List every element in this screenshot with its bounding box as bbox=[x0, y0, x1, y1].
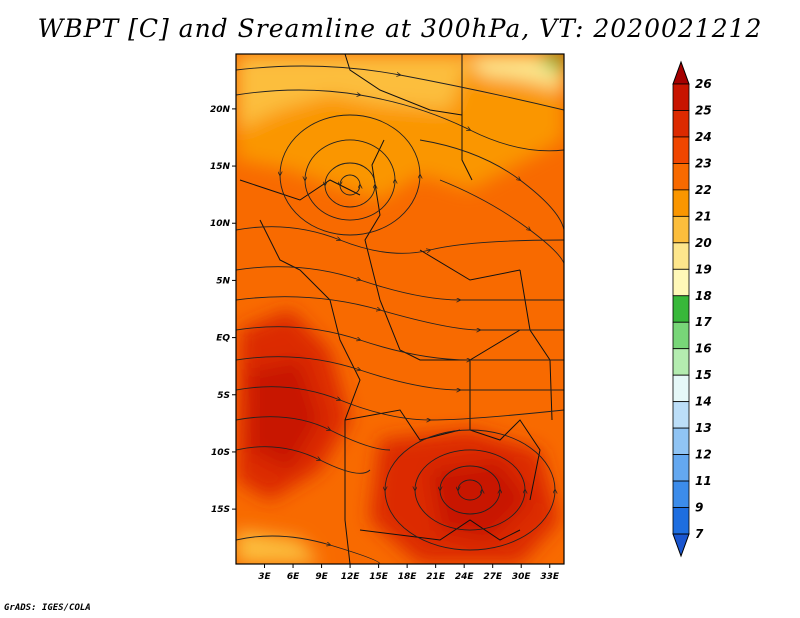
colorbar-bin bbox=[672, 295, 690, 323]
y-tick-label: 5S bbox=[217, 391, 230, 401]
map-frame bbox=[235, 53, 565, 565]
y-tick-label: 15S bbox=[211, 505, 230, 515]
colorbar-label: 12 bbox=[695, 448, 712, 462]
colorbar-label: 22 bbox=[695, 183, 712, 197]
wbpt-shading bbox=[236, 54, 564, 564]
colorbar: 26 25 24 23 22 21 20 19 18 17 16 15 14 13 12 11 9 7 bbox=[672, 60, 712, 558]
x-tick-label: 33E bbox=[540, 572, 560, 582]
colorbar-bin bbox=[672, 215, 690, 244]
colorbar-bin bbox=[672, 242, 690, 270]
colorbar-bin bbox=[672, 110, 690, 138]
y-tick-label: 15N bbox=[210, 162, 231, 172]
colorbar-label: 7 bbox=[695, 527, 704, 541]
x-axis: 3E 6E 9E 12E 15E 18E 21E 24E 27E 30E 33E bbox=[258, 564, 560, 582]
colorbar-top-arrow bbox=[672, 60, 690, 85]
colorbar-bin bbox=[672, 83, 690, 111]
colorbar-label: 17 bbox=[695, 315, 712, 329]
colorbar-bottom-arrow bbox=[672, 533, 690, 558]
colorbar-bin bbox=[672, 268, 690, 297]
x-tick-label: 21E bbox=[426, 572, 446, 582]
colorbar-label: 25 bbox=[695, 103, 712, 117]
x-tick-label: 27E bbox=[483, 572, 503, 582]
credit-label: GrADS: IGES/COLA bbox=[4, 603, 91, 613]
colorbar-label: 11 bbox=[695, 474, 712, 488]
y-tick-label: EQ bbox=[216, 334, 230, 344]
colorbar-label: 16 bbox=[695, 342, 712, 356]
colorbar-bin bbox=[672, 374, 690, 403]
colorbar-label: 24 bbox=[695, 130, 712, 144]
colorbar-label: 20 bbox=[695, 236, 712, 250]
colorbar-bin bbox=[672, 348, 690, 376]
colorbar-label: 23 bbox=[695, 156, 712, 170]
colorbar-bin bbox=[672, 189, 690, 217]
colorbar-bin bbox=[672, 136, 690, 164]
y-tick-label: 10N bbox=[210, 219, 231, 229]
colorbar-label: 19 bbox=[695, 262, 712, 276]
colorbar-bin bbox=[672, 507, 690, 535]
colorbar-label: 14 bbox=[695, 395, 712, 409]
x-tick-label: 30E bbox=[512, 572, 532, 582]
x-tick-label: 6E bbox=[287, 572, 300, 582]
colorbar-label: 18 bbox=[695, 289, 712, 303]
colorbar-label: 9 bbox=[695, 501, 703, 515]
y-tick-label: 20N bbox=[210, 105, 231, 115]
colorbar-label: 15 bbox=[695, 368, 712, 382]
colorbar-label: 26 bbox=[695, 77, 712, 91]
colorbar-label: 13 bbox=[695, 421, 712, 435]
streamlines bbox=[236, 65, 564, 564]
x-tick-label: 15E bbox=[369, 572, 389, 582]
x-tick-label: 18E bbox=[398, 572, 418, 582]
y-tick-label: 5N bbox=[216, 276, 230, 286]
x-tick-label: 3E bbox=[258, 572, 271, 582]
chart-title: WBPT [C] and Sreamline at 300hPa, VT: 20… bbox=[37, 14, 763, 43]
x-tick-label: 9E bbox=[315, 572, 328, 582]
colorbar-bin bbox=[672, 480, 690, 508]
y-tick-label: 10S bbox=[211, 448, 230, 458]
colorbar-bin bbox=[672, 427, 690, 455]
colorbar-label: 21 bbox=[695, 209, 712, 223]
colorbar-bin bbox=[672, 401, 690, 429]
x-tick-label: 12E bbox=[341, 572, 361, 582]
colorbar-bin bbox=[672, 321, 690, 350]
y-axis: 20N 15N 10N 5N EQ 5S 10S 15S bbox=[210, 105, 236, 515]
colorbar-bin bbox=[672, 163, 690, 191]
colorbar-bin bbox=[672, 454, 690, 482]
x-tick-label: 24E bbox=[455, 572, 475, 582]
